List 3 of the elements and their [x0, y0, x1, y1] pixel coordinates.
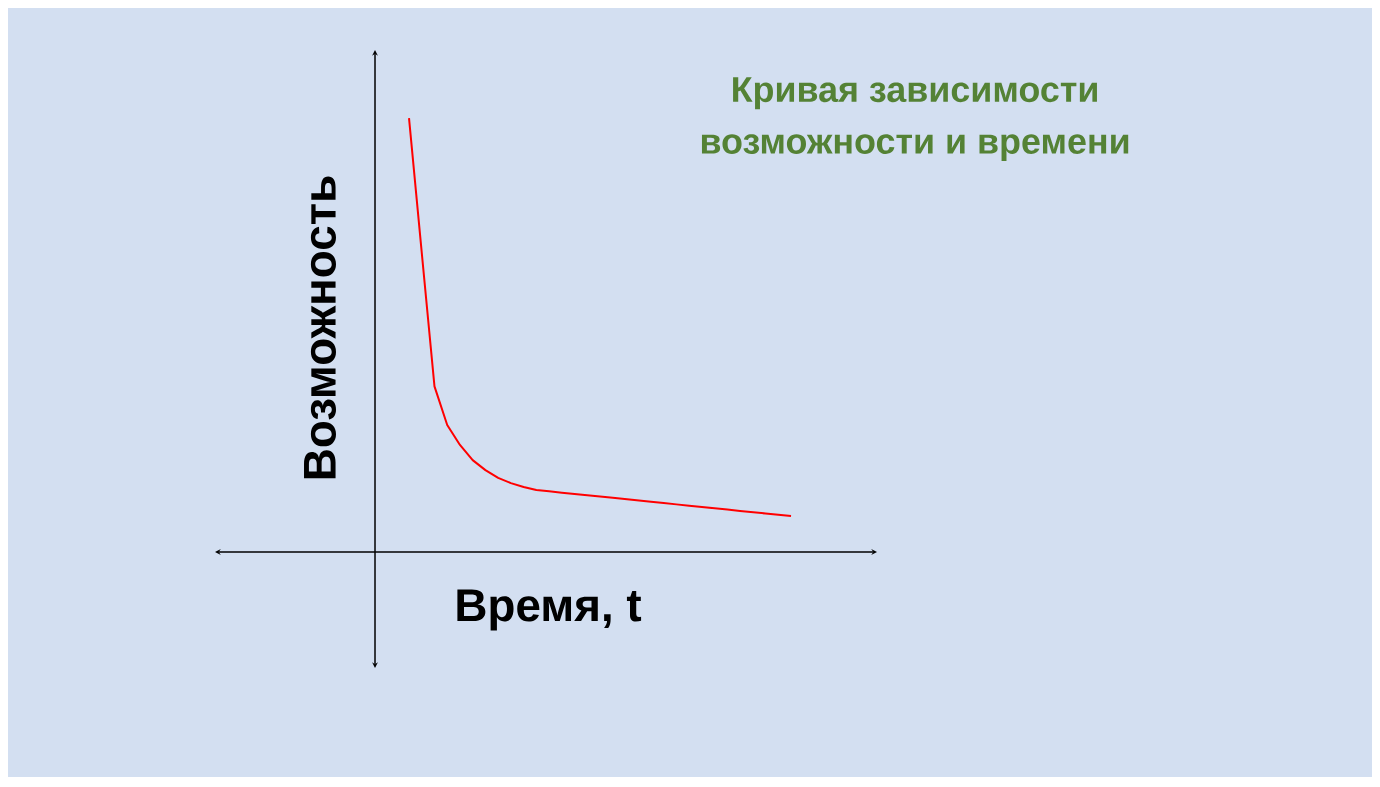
text: Кривая зависимости возможности и времени: [701, 77, 1129, 162]
x-axis-title: Время, t: [457, 589, 642, 631]
y-axis-title: Возможность: [304, 176, 336, 479]
